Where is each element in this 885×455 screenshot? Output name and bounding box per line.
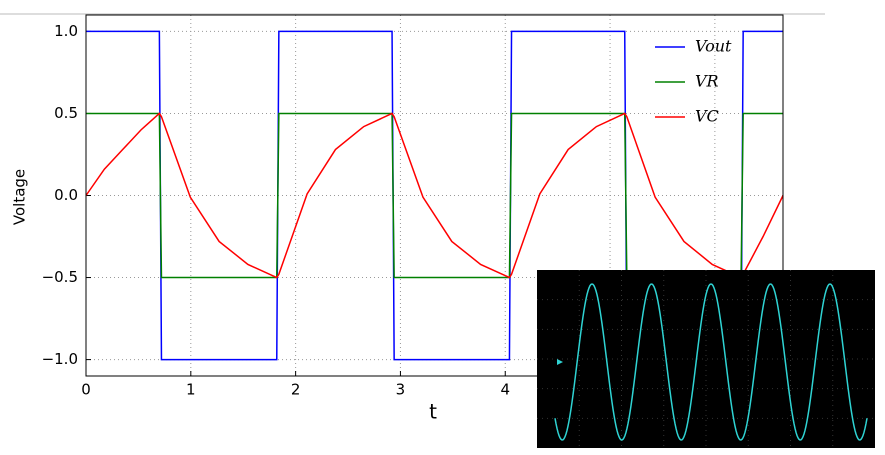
y-tick-label: 0.0: [54, 186, 78, 204]
plot-frame: [85, 14, 784, 377]
scope-marker: [557, 359, 563, 365]
x-axis-label: t: [429, 400, 437, 424]
legend-label: VC: [695, 107, 719, 126]
scope-trace: [554, 283, 868, 441]
y-tick-label: 1.0: [54, 22, 78, 40]
x-tick-label: 0: [81, 381, 91, 399]
x-tick-label: 1: [186, 381, 196, 399]
y-axis-label: Voltage: [11, 169, 29, 225]
y-tick-label: 0.5: [54, 104, 78, 122]
scope-inset: [537, 270, 875, 448]
x-tick-label: 2: [291, 381, 301, 399]
y-tick-label: −0.5: [42, 268, 78, 286]
legend-label: Vout: [695, 37, 732, 56]
x-tick-label: 4: [500, 381, 510, 399]
legend-label: VR: [695, 72, 719, 91]
x-tick-label: 3: [396, 381, 406, 399]
series-line: [85, 112, 784, 279]
y-tick-label: −1.0: [42, 350, 78, 368]
